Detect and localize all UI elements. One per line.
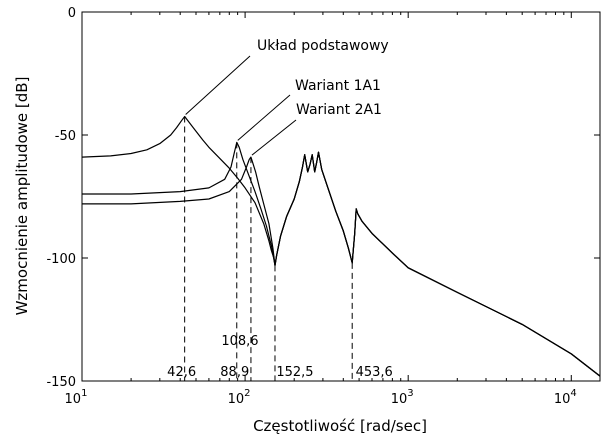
x-tick-label: 102 xyxy=(228,388,251,407)
annotation-layer: Układ podstawowy Wariant 1A1 Wariant 2A1 xyxy=(185,38,389,156)
annotation-leader-line xyxy=(185,55,251,115)
series-line-1 xyxy=(81,115,601,377)
frequency-marker-label: 152,5 xyxy=(276,365,313,380)
annotation-label: Wariant 2A1 xyxy=(296,102,382,118)
annotation-leader-line xyxy=(237,94,291,141)
frequency-marker-label: 453,6 xyxy=(356,365,393,380)
x-tick-label: 103 xyxy=(391,388,414,407)
y-tick-label: -150 xyxy=(46,375,76,390)
frequency-marker-label: 42,6 xyxy=(167,365,196,380)
series-line-3 xyxy=(82,151,601,377)
frequency-marker-label: 108,6 xyxy=(221,334,258,349)
y-tick-label: 0 xyxy=(68,6,76,21)
annotation-leader-line xyxy=(251,119,297,156)
y-axis-label: Wzmocnienie amplitudowe [dB] xyxy=(13,77,31,316)
frequency-marker-label: 88,9 xyxy=(220,365,249,380)
vline-layer: 42,6 88,9 108,6 152,5 453,6 xyxy=(167,116,393,381)
series-layer xyxy=(81,115,601,377)
annotation-label: Układ podstawowy xyxy=(257,38,389,54)
y-tick-label: -100 xyxy=(46,252,76,267)
y-tick-label: -50 xyxy=(55,129,76,144)
series-line-2 xyxy=(82,141,601,377)
plot-frame xyxy=(81,11,601,382)
plot-area xyxy=(81,11,601,382)
annotation-label: Wariant 1A1 xyxy=(295,78,381,94)
x-tick-label: 104 xyxy=(554,388,577,407)
x-axis-label: Częstotliwość [rad/sec] xyxy=(253,417,427,435)
x-tick-label: 101 xyxy=(65,388,88,407)
